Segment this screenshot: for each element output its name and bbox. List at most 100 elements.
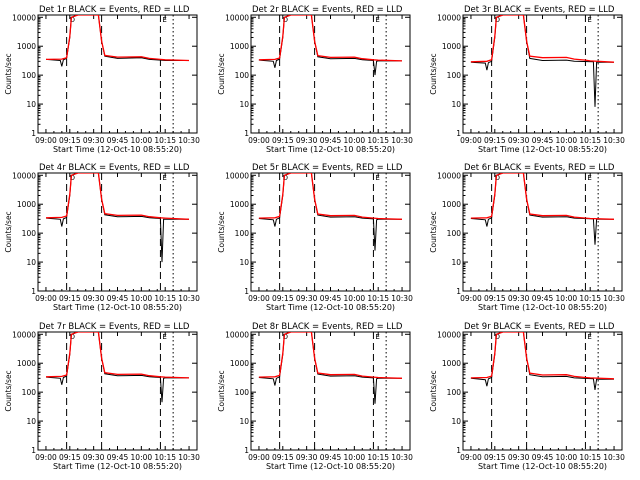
event-marker-d: D xyxy=(495,333,500,341)
x-tick-label: 09:00 xyxy=(248,453,270,462)
x-axis-label: Start Time (12-Oct-10 08:55:20) xyxy=(266,462,395,471)
x-tick-label: 09:00 xyxy=(248,294,270,303)
x-tick-label: 10:30 xyxy=(603,453,625,462)
x-tick-label: 09:15 xyxy=(59,136,81,145)
x-tick-label: 09:15 xyxy=(272,136,294,145)
x-tick-label: 09:00 xyxy=(35,136,57,145)
chart-title: Det 7r BLACK = Events, RED = LLD xyxy=(39,322,190,332)
x-tick-label: 10:00 xyxy=(556,294,578,303)
x-tick-label: 09:15 xyxy=(272,453,294,462)
event-marker-d: D xyxy=(70,333,75,341)
y-tick-label: 1000 xyxy=(442,42,461,51)
x-tick-label: 09:00 xyxy=(35,453,57,462)
events-series-line xyxy=(45,173,189,263)
y-tick-label: 10 xyxy=(239,258,249,267)
chart-panel-9: Det 9r BLACK = Events, RED = LLD 09:00 09:… xyxy=(429,322,625,471)
y-tick-label: 1 xyxy=(244,129,249,138)
x-tick-label: 09:00 xyxy=(460,453,482,462)
y-tick-label: 10000 xyxy=(437,171,461,180)
x-tick-label: 09:15 xyxy=(59,294,81,303)
x-tick-label: 09:45 xyxy=(107,453,129,462)
x-axis-label: Start Time (12-Oct-10 08:55:20) xyxy=(266,303,395,312)
x-tick-label: 10:15 xyxy=(367,453,389,462)
chart-title: Det 3r BLACK = Events, RED = LLD xyxy=(464,5,615,15)
x-tick-label: 09:30 xyxy=(296,136,318,145)
x-tick-label: 09:30 xyxy=(83,294,105,303)
x-tick-label: 09:45 xyxy=(532,136,554,145)
x-tick-label: 09:45 xyxy=(107,294,129,303)
event-marker-d: D xyxy=(70,16,75,24)
x-tick-label: 10:15 xyxy=(154,453,176,462)
y-axis-label: Counts/sec xyxy=(4,370,13,411)
y-tick-label: 10 xyxy=(239,100,249,109)
y-tick-label: 100 xyxy=(447,229,462,238)
x-tick-label: 09:30 xyxy=(508,136,530,145)
event-marker-e: E xyxy=(375,333,379,341)
x-axis-label: Start Time (12-Oct-10 08:55:20) xyxy=(53,462,182,471)
y-tick-label: 1000 xyxy=(17,42,36,51)
y-axis-label: Counts/sec xyxy=(429,53,438,94)
y-tick-label: 10 xyxy=(451,258,461,267)
y-tick-label: 100 xyxy=(22,229,37,238)
event-marker-e: E xyxy=(162,333,166,341)
y-tick-label: 1 xyxy=(31,446,36,455)
x-axis-label: Start Time (12-Oct-10 08:55:20) xyxy=(53,303,182,312)
event-marker-d: D xyxy=(283,174,288,182)
x-tick-label: 10:00 xyxy=(556,453,578,462)
x-axis-label: Start Time (12-Oct-10 08:55:20) xyxy=(478,145,607,154)
y-tick-label: 10000 xyxy=(437,330,461,339)
y-axis-label: Counts/sec xyxy=(217,211,226,252)
y-axis-label: Counts/sec xyxy=(217,370,226,411)
y-axis-label: Counts/sec xyxy=(429,370,438,411)
event-marker-e: E xyxy=(587,174,591,182)
lld-series-line xyxy=(470,15,615,63)
y-tick-label: 10000 xyxy=(225,13,249,22)
y-tick-label: 1000 xyxy=(230,42,249,51)
x-tick-label: 10:00 xyxy=(131,294,153,303)
y-tick-label: 100 xyxy=(235,71,250,80)
y-tick-label: 1000 xyxy=(17,359,36,368)
y-tick-label: 10 xyxy=(451,417,461,426)
chart-title: Det 2r BLACK = Events, RED = LLD xyxy=(252,5,403,15)
y-tick-label: 1 xyxy=(456,129,461,138)
y-tick-label: 10 xyxy=(26,258,36,267)
y-tick-label: 10000 xyxy=(12,330,36,339)
x-tick-label: 09:45 xyxy=(320,294,342,303)
x-tick-label: 10:30 xyxy=(603,136,625,145)
x-tick-label: 10:00 xyxy=(131,453,153,462)
x-tick-label: 10:15 xyxy=(154,136,176,145)
event-marker-e: E xyxy=(375,16,379,24)
y-tick-label: 10000 xyxy=(12,13,36,22)
x-tick-label: 09:15 xyxy=(484,453,506,462)
y-axis-label: Counts/sec xyxy=(4,53,13,94)
lld-series-line xyxy=(258,173,403,220)
y-tick-label: 1000 xyxy=(230,359,249,368)
x-tick-label: 10:30 xyxy=(178,294,200,303)
events-series-line xyxy=(470,332,614,390)
x-axis-label: Start Time (12-Oct-10 08:55:20) xyxy=(478,462,607,471)
y-tick-label: 1 xyxy=(244,446,249,455)
x-tick-label: 09:00 xyxy=(248,136,270,145)
x-tick-label: 09:45 xyxy=(320,453,342,462)
x-tick-label: 10:00 xyxy=(556,136,578,145)
y-tick-label: 1000 xyxy=(442,359,461,368)
y-tick-label: 10000 xyxy=(12,171,36,180)
lld-series-line xyxy=(45,173,190,220)
lld-series-line xyxy=(470,332,615,380)
x-tick-label: 10:15 xyxy=(579,453,601,462)
y-tick-label: 1000 xyxy=(230,200,249,209)
event-marker-e: E xyxy=(375,174,379,182)
event-marker-e: E xyxy=(162,16,166,24)
x-tick-label: 09:45 xyxy=(532,294,554,303)
chart-title: Det 8r BLACK = Events, RED = LLD xyxy=(252,322,403,332)
event-marker-d: D xyxy=(283,16,288,24)
x-tick-label: 10:00 xyxy=(131,136,153,145)
y-tick-label: 10 xyxy=(26,100,36,109)
chart-title: Det 9r BLACK = Events, RED = LLD xyxy=(464,322,615,332)
x-tick-label: 10:30 xyxy=(391,294,413,303)
